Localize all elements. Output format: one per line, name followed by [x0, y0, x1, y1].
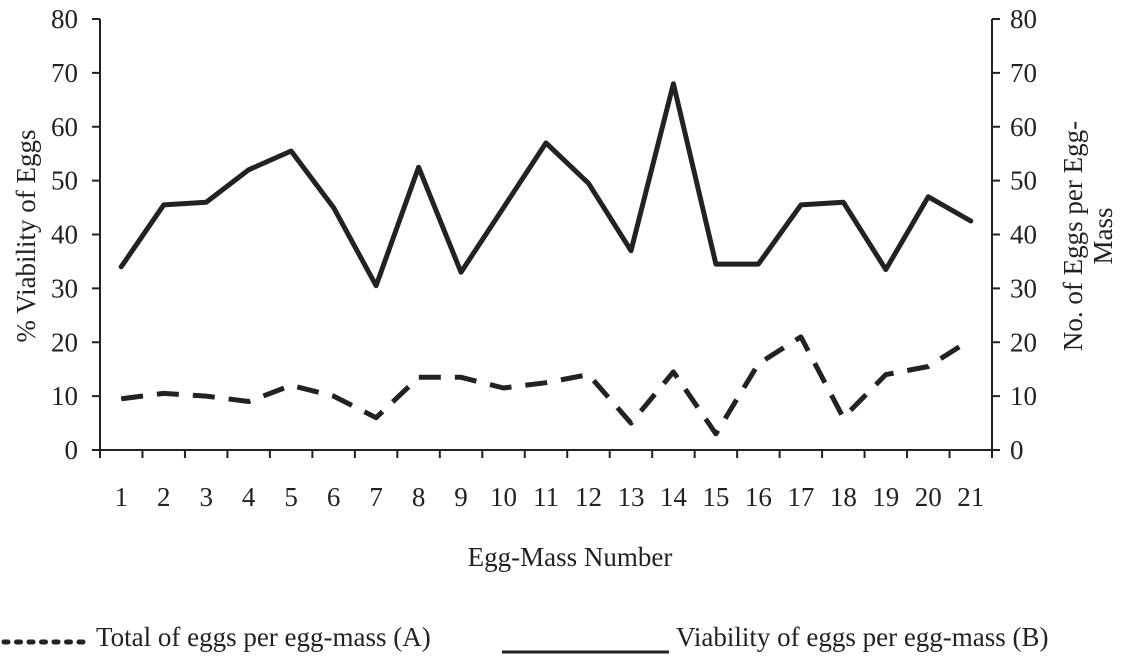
- x-tick-label-7: 7: [369, 482, 383, 512]
- x-tick-label-17: 17: [787, 482, 814, 512]
- y-tick-label-left-40: 40: [51, 220, 78, 250]
- x-tick-label-21: 21: [957, 482, 984, 512]
- x-tick-label-8: 8: [412, 482, 426, 512]
- y-tick-label-right-30: 30: [1010, 273, 1037, 303]
- y-tick-label-left-80: 80: [51, 4, 78, 34]
- y-tick-label-left-0: 0: [65, 435, 79, 465]
- x-tick-label-3: 3: [199, 482, 213, 512]
- y-tick-label-left-30: 30: [51, 273, 78, 303]
- x-tick-label-18: 18: [830, 482, 857, 512]
- x-tick-label-13: 13: [617, 482, 644, 512]
- y-tick-label-right-80: 80: [1010, 4, 1037, 34]
- y-axis-title-right-line-2: Mass: [1088, 207, 1118, 264]
- x-tick-label-4: 4: [242, 482, 256, 512]
- x-tick-label-10: 10: [490, 482, 517, 512]
- legend-label-total-eggs: Total of eggs per egg-mass (A): [96, 622, 431, 652]
- x-tick-label-14: 14: [660, 482, 688, 512]
- y-tick-label-left-20: 20: [51, 327, 78, 357]
- x-tick-label-15: 15: [702, 482, 729, 512]
- series-line-total-eggs: [120, 334, 973, 437]
- y-tick-label-right-0: 0: [1010, 435, 1024, 465]
- axes: [92, 18, 1000, 458]
- y-tick-label-left-10: 10: [51, 381, 78, 411]
- x-tick-label-12: 12: [575, 482, 602, 512]
- x-tick-label-9: 9: [454, 482, 468, 512]
- x-tick-label-19: 19: [872, 482, 899, 512]
- y-axis-title-right-line-1: No. of Eggs per Egg-: [1058, 121, 1088, 351]
- y-tick-label-right-40: 40: [1010, 220, 1037, 250]
- x-axis-title: Egg-Mass Number: [468, 542, 673, 572]
- x-tick-label-6: 6: [327, 482, 341, 512]
- y-tick-label-right-50: 50: [1010, 166, 1037, 196]
- x-tick-label-2: 2: [157, 482, 171, 512]
- y-tick-label-right-70: 70: [1010, 58, 1037, 88]
- x-tick-label-1: 1: [114, 482, 128, 512]
- y-tick-label-left-70: 70: [51, 58, 78, 88]
- series-line-viability: [118, 81, 974, 289]
- x-tick-label-20: 20: [915, 482, 942, 512]
- legend-label-viability: Viability of eggs per egg-mass (B): [676, 622, 1049, 652]
- y-tick-label-right-20: 20: [1010, 327, 1037, 357]
- y-tick-label-right-10: 10: [1010, 381, 1037, 411]
- y-axis-title-left: % Viability of Eggs: [11, 129, 41, 342]
- x-tick-label-16: 16: [745, 482, 772, 512]
- x-tick-label-11: 11: [533, 482, 559, 512]
- y-tick-label-left-60: 60: [51, 112, 78, 142]
- x-tick-label-5: 5: [284, 482, 298, 512]
- y-tick-label-left-50: 50: [51, 166, 78, 196]
- series-lines: [118, 81, 974, 437]
- y-tick-label-right-60: 60: [1010, 112, 1037, 142]
- legend: Total of eggs per egg-mass (A) Viability…: [1, 622, 1049, 654]
